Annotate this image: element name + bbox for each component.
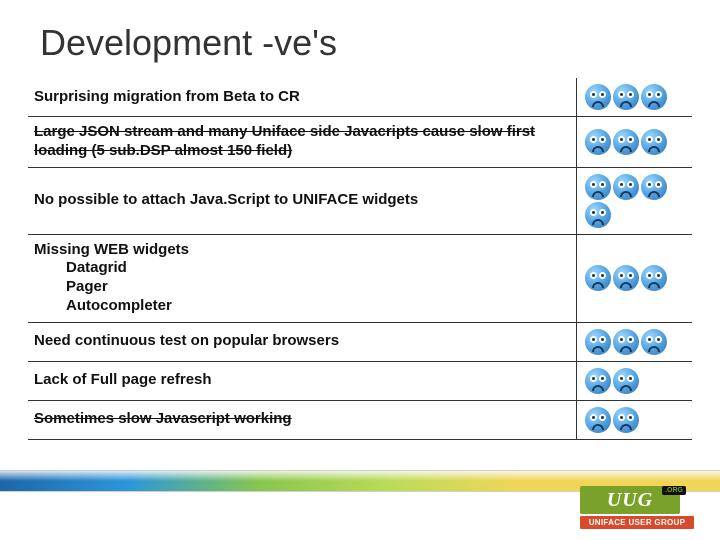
face-group: [585, 368, 687, 394]
negatives-table: Surprising migration from Beta to CR Larg…: [28, 78, 692, 440]
sad-face-icon: [613, 329, 639, 355]
uug-logo: UUG .ORG UNIFACE USER GROUP: [580, 482, 700, 534]
uug-logo-block: UUG .ORG: [580, 486, 680, 514]
row-text: Sometimes slow Javascript working: [28, 400, 576, 439]
sad-face-icon: [613, 407, 639, 433]
sad-face-icon: [585, 265, 611, 291]
row-icons: [576, 361, 692, 400]
table-row: Sometimes slow Javascript working: [28, 400, 692, 439]
sad-face-icon: [613, 84, 639, 110]
row-main-text: Sometimes slow Javascript working: [34, 410, 292, 427]
row-icons: [576, 322, 692, 361]
row-text: No possible to attach Java.Script to UNI…: [28, 167, 576, 234]
row-text: Surprising migration from Beta to CR: [28, 78, 576, 117]
row-sub-item: Pager: [34, 278, 570, 297]
sad-face-icon: [641, 265, 667, 291]
row-main-text: Need continuous test on popular browsers: [34, 332, 339, 349]
table-row: No possible to attach Java.Script to UNI…: [28, 167, 692, 234]
row-main-text: Missing WEB widgets: [34, 241, 189, 258]
uug-org-chip: .ORG: [662, 486, 686, 495]
table-row: Missing WEB widgetsDatagridPagerAutocomp…: [28, 234, 692, 322]
row-main-text: Large JSON stream and many Uniface side …: [34, 123, 535, 159]
face-group: [585, 265, 687, 291]
content-table: Surprising migration from Beta to CR Larg…: [28, 78, 692, 440]
sad-face-icon: [641, 174, 667, 200]
table-row: Surprising migration from Beta to CR: [28, 78, 692, 117]
sad-face-icon: [585, 407, 611, 433]
sad-face-icon: [641, 129, 667, 155]
slide: Development -ve's Surprising migration f…: [0, 0, 720, 540]
sad-face-icon: [585, 202, 611, 228]
table-row: Lack of Full page refresh: [28, 361, 692, 400]
table-row: Large JSON stream and many Uniface side …: [28, 117, 692, 168]
face-group: [585, 84, 687, 110]
row-sub-item: Datagrid: [34, 259, 570, 278]
row-main-text: Lack of Full page refresh: [34, 371, 212, 388]
row-text: Need continuous test on popular browsers: [28, 322, 576, 361]
row-main-text: Surprising migration from Beta to CR: [34, 88, 300, 105]
row-text: Large JSON stream and many Uniface side …: [28, 117, 576, 168]
row-icons: [576, 234, 692, 322]
row-icons: [576, 167, 692, 234]
face-group: [585, 174, 687, 228]
sad-face-icon: [613, 265, 639, 291]
sad-face-icon: [613, 129, 639, 155]
uug-logo-text: UUG: [607, 489, 653, 512]
sad-face-icon: [613, 368, 639, 394]
table-row: Need continuous test on popular browsers: [28, 322, 692, 361]
row-icons: [576, 78, 692, 117]
face-group: [585, 329, 687, 355]
row-text: Lack of Full page refresh: [28, 361, 576, 400]
sad-face-icon: [585, 129, 611, 155]
uug-logo-subtitle: UNIFACE USER GROUP: [580, 516, 694, 529]
sad-face-icon: [613, 174, 639, 200]
sad-face-icon: [585, 174, 611, 200]
slide-title: Development -ve's: [40, 22, 337, 64]
sad-face-icon: [585, 368, 611, 394]
face-group: [585, 407, 687, 433]
row-main-text: No possible to attach Java.Script to UNI…: [34, 191, 418, 208]
row-sub-item: Autocompleter: [34, 297, 570, 316]
row-icons: [576, 117, 692, 168]
sad-face-icon: [585, 84, 611, 110]
face-group: [585, 129, 687, 155]
sad-face-icon: [585, 329, 611, 355]
row-icons: [576, 400, 692, 439]
sad-face-icon: [641, 329, 667, 355]
sad-face-icon: [641, 84, 667, 110]
row-text: Missing WEB widgetsDatagridPagerAutocomp…: [28, 234, 576, 322]
